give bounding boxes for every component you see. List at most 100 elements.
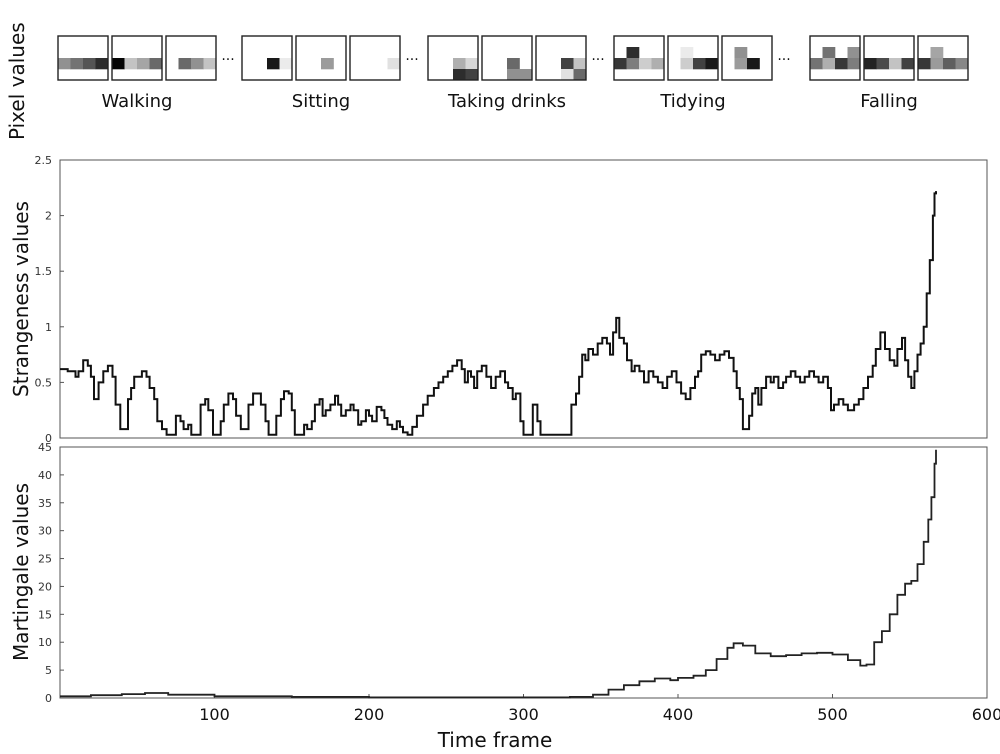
ellipsis: ... xyxy=(591,48,604,64)
strangeness-y-tick-label: 0 xyxy=(45,432,52,445)
pixel-cell xyxy=(191,58,204,70)
pixel-frame-border xyxy=(863,35,915,81)
strangeness-plot: Strangeness values 0 0.5 1 1.5 2 2.5 xyxy=(9,154,988,445)
pixel-cell xyxy=(693,58,706,70)
pixel-frame-border xyxy=(295,35,347,81)
pixel-cell xyxy=(822,47,836,59)
activity-label: Tidying xyxy=(659,91,725,112)
pixel-frame-border xyxy=(349,35,401,81)
time-frame-xlabel: Time frame xyxy=(437,728,553,752)
pixel-cell xyxy=(734,47,748,59)
pixel-cell xyxy=(203,58,217,70)
strangeness-y-tick-label: 2.5 xyxy=(35,154,53,167)
pixel-cell xyxy=(95,58,109,70)
martingale-y-tick-label: 45 xyxy=(38,441,52,454)
pixel-frame xyxy=(863,35,915,81)
pixel-frame-border xyxy=(481,35,533,81)
x-tick-label: 600 xyxy=(972,705,1000,724)
ellipsis: ... xyxy=(405,48,418,64)
pixel-frame xyxy=(111,35,163,81)
pixel-frame-border xyxy=(917,35,969,81)
pixel-cell xyxy=(680,47,694,59)
x-tick-label: 100 xyxy=(199,705,230,724)
strangeness-y-ticks: 0 0.5 1 1.5 2 2.5 xyxy=(35,154,64,445)
pixel-frame xyxy=(481,35,533,81)
pixel-cell xyxy=(614,58,627,70)
ellipsis: ... xyxy=(221,48,234,64)
pixel-frame-border xyxy=(427,35,479,81)
martingale-y-tick-label: 15 xyxy=(38,608,52,621)
pixel-cell xyxy=(58,58,71,70)
pixel-cell xyxy=(901,58,915,70)
pixel-cell xyxy=(847,47,861,59)
pixel-frame xyxy=(535,35,587,81)
pixel-frame xyxy=(721,35,773,81)
pixel-cell xyxy=(747,58,760,70)
pixel-cell xyxy=(573,58,587,70)
martingale-y-tick-label: 10 xyxy=(38,636,52,649)
pixel-cell xyxy=(83,58,96,70)
pixel-frame-border xyxy=(57,35,109,81)
ellipsis: ... xyxy=(777,48,790,64)
pixel-cell xyxy=(519,69,533,81)
pixel-cell xyxy=(321,58,334,70)
pixel-frame xyxy=(667,35,719,81)
pixel-cell xyxy=(626,58,640,70)
pixel-cell xyxy=(70,58,84,70)
martingale-ylabel: Martingale values xyxy=(9,483,33,661)
pixel-frame xyxy=(57,35,109,81)
x-tick-label: 500 xyxy=(817,705,848,724)
x-tick-label: 200 xyxy=(354,705,385,724)
pixel-cell xyxy=(930,58,944,70)
pixel-cell xyxy=(465,69,479,81)
pixel-cell xyxy=(930,47,944,59)
pixel-values-ylabel: Pixel values xyxy=(5,22,29,140)
strangeness-ylabel: Strangeness values xyxy=(9,201,33,397)
martingale-y-ticks: 0 5 10 15 20 25 30 35 40 45 xyxy=(38,441,64,705)
activity-labels: Walking... Sitting... Taking drinks... Tidy… xyxy=(102,48,918,112)
martingale-y-tick-label: 0 xyxy=(45,692,52,705)
pixel-cell xyxy=(561,69,574,81)
pixel-cell xyxy=(651,58,665,70)
pixel-cell xyxy=(507,58,520,70)
pixel-frame xyxy=(349,35,401,81)
pixel-cell xyxy=(149,58,163,70)
pixel-frame xyxy=(241,35,293,81)
pixel-cell xyxy=(137,58,150,70)
martingale-y-tick-label: 30 xyxy=(38,525,52,538)
pixel-cell xyxy=(955,58,969,70)
pixel-cell xyxy=(124,58,138,70)
pixel-cell xyxy=(178,58,192,70)
pixel-cell xyxy=(453,58,466,70)
pixel-frame xyxy=(917,35,969,81)
pixel-frame-border xyxy=(535,35,587,81)
strangeness-y-tick-label: 2 xyxy=(45,210,52,223)
pixel-panel: Pixel values Walking... Sitting... Taking … xyxy=(5,22,969,140)
pixel-frame-border xyxy=(721,35,773,81)
martingale-plot: Martingale values 0 5 10 15 20 25 30 35 40 45 100… xyxy=(9,441,1000,752)
martingale-y-tick-label: 35 xyxy=(38,497,52,510)
pixel-cell xyxy=(705,58,719,70)
x-tick-label: 300 xyxy=(508,705,539,724)
pixel-cell xyxy=(626,47,640,59)
pixel-cell xyxy=(561,58,574,70)
activity-label: Falling xyxy=(860,91,918,112)
strangeness-plot-frame xyxy=(59,159,988,439)
martingale-y-tick-label: 5 xyxy=(45,664,52,677)
pixel-cell xyxy=(822,58,836,70)
strangeness-series-line xyxy=(60,191,937,436)
x-tick-label: 400 xyxy=(663,705,694,724)
pixel-cell xyxy=(847,58,861,70)
activity-label: Taking drinks xyxy=(447,91,566,112)
pixel-cell xyxy=(835,58,848,70)
pixel-cell xyxy=(453,69,466,81)
martingale-y-tick-label: 40 xyxy=(38,469,52,482)
martingale-x-ticks: 100 200 300 400 500 600 xyxy=(199,694,1000,724)
pixel-frame-border xyxy=(613,35,665,81)
pixel-cell xyxy=(680,58,694,70)
pixel-cell xyxy=(889,58,902,70)
pixel-cell xyxy=(918,58,931,70)
pixel-frame-border xyxy=(667,35,719,81)
pixel-cell xyxy=(267,58,280,70)
